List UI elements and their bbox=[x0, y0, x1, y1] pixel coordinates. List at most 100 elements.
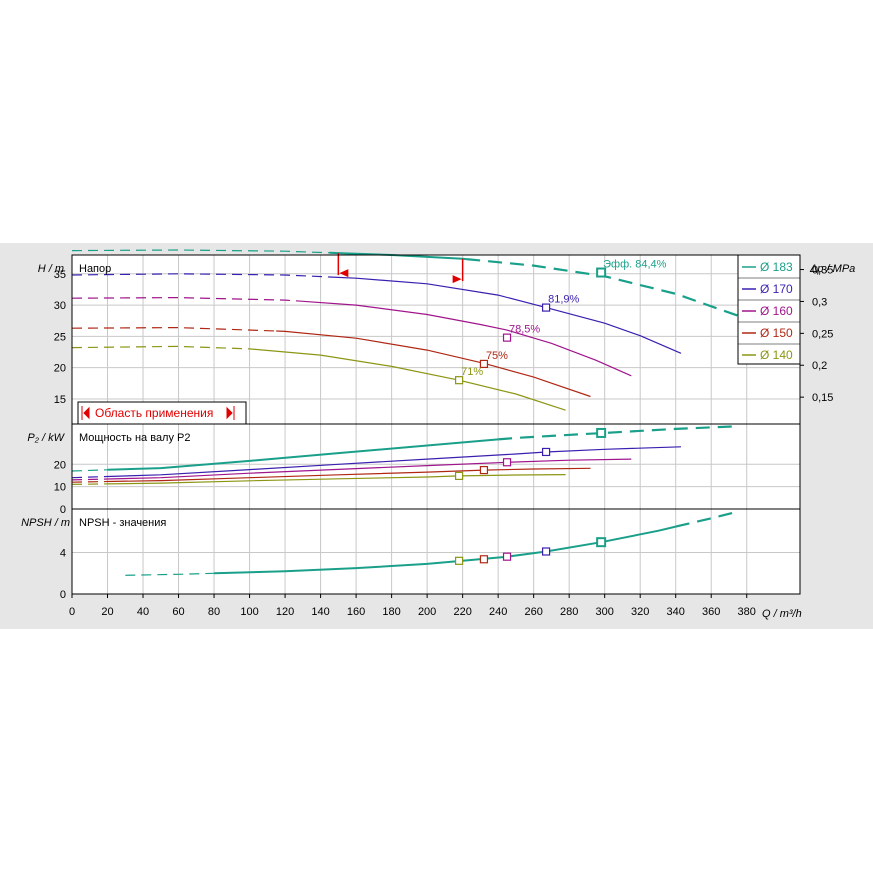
bep-markers: Эфф. 84,4% 81,9% 78,5% 75%71% bbox=[337, 253, 667, 565]
application-range-box: Область применения bbox=[77, 401, 247, 425]
bep-efficiency-d183: Эфф. 84,4% bbox=[603, 259, 667, 271]
x-tick-label: 0 bbox=[69, 606, 75, 618]
range-left-marker-icon bbox=[81, 406, 90, 420]
app-range-right-arrow-icon bbox=[452, 275, 462, 284]
legend: Ø 183 Ø 170 Ø 160 Ø 150 Ø 140 bbox=[737, 254, 801, 365]
legend-frame bbox=[737, 254, 801, 365]
power-curve-d140 bbox=[107, 474, 566, 485]
x-tick-label: 380 bbox=[738, 606, 756, 618]
head-bep-d170 bbox=[541, 303, 551, 312]
application-range-label: Область применения bbox=[95, 406, 213, 420]
power-tick-label: 0 bbox=[60, 504, 66, 516]
head-curve-d150-dashed bbox=[71, 326, 277, 332]
x-tick-label: 280 bbox=[560, 606, 578, 618]
npsh-bep-d170 bbox=[541, 547, 551, 556]
pressure-tick-label: 0,2 bbox=[812, 360, 827, 372]
x-tick-label: 140 bbox=[311, 606, 329, 618]
legend-label-d140: Ø 140 bbox=[760, 348, 793, 362]
power-axis-label: P₂ / kW bbox=[27, 432, 65, 444]
x-tick-label: 40 bbox=[137, 606, 149, 618]
bep-efficiency-d150: 75% bbox=[486, 350, 508, 362]
power-curve-d160-dashed bbox=[71, 478, 108, 481]
legend-label-d150: Ø 150 bbox=[760, 326, 793, 340]
pressure-tick-label: 0,25 bbox=[812, 328, 833, 340]
pressure-tick-label: 0,15 bbox=[812, 392, 833, 404]
head-tick-label: 35 bbox=[54, 269, 66, 281]
power-curve-d150-dashed bbox=[71, 480, 108, 483]
npsh-axis-label: NPSH / m bbox=[21, 517, 70, 529]
tick-labels: 0 20 40 60 80 100 120 140 160 180 200 220 240 260 280 3… bbox=[54, 265, 834, 618]
x-tick-label: 160 bbox=[347, 606, 365, 618]
head-bep-d160 bbox=[502, 333, 512, 342]
pressure-tick-label: 0,35 bbox=[812, 265, 833, 277]
head-curve-d170-dashed bbox=[71, 273, 330, 278]
application-range-frame bbox=[77, 401, 247, 425]
npsh-bep-d150 bbox=[479, 555, 489, 564]
npsh-section-title: NPSH - значения bbox=[79, 517, 166, 529]
x-tick-label: 340 bbox=[667, 606, 685, 618]
head-curve-d150 bbox=[276, 330, 591, 398]
head-tick-label: 15 bbox=[54, 394, 66, 406]
head-curve-d160-dashed bbox=[71, 296, 303, 302]
power-curve-d170 bbox=[107, 446, 682, 478]
npsh-bep-d183 bbox=[596, 537, 607, 548]
chart-panel: Эфф. 84,4% 81,9% 78,5% 75% 71% 0 20 40 60 80 100 1… bbox=[0, 243, 873, 629]
head-bep-d150 bbox=[479, 359, 489, 369]
npsh-panel-frame bbox=[71, 508, 801, 595]
power-curve-d140-dashed bbox=[71, 483, 108, 485]
app-range-left-arrow-icon bbox=[339, 269, 349, 278]
npsh-curve-d183-dashed-end bbox=[675, 510, 740, 528]
curves bbox=[71, 249, 740, 576]
legend-label-d170: Ø 170 bbox=[760, 282, 793, 296]
bep-efficiency-d170: 81,9% bbox=[548, 294, 579, 306]
bep-efficiency-d160: 78,5% bbox=[509, 324, 540, 336]
head-curve-d140-dashed bbox=[71, 345, 250, 350]
power-curve-d160 bbox=[107, 458, 632, 480]
power-curve-d183 bbox=[107, 438, 499, 471]
x-tick-label: 80 bbox=[208, 606, 220, 618]
power-bep-d183 bbox=[596, 427, 607, 438]
x-tick-label: 20 bbox=[101, 606, 113, 618]
head-section-title: Напор bbox=[79, 263, 111, 275]
pressure-tick-label: 0,3 bbox=[812, 296, 827, 308]
head-tick-label: 20 bbox=[54, 363, 66, 375]
head-bep-d183 bbox=[596, 267, 607, 278]
x-tick-label: 60 bbox=[172, 606, 184, 618]
npsh-bep-d160 bbox=[502, 552, 512, 561]
pump-curve-chart: Эфф. 84,4%81,9%78,5%75%71% 0 20 40 60 80 100 1… bbox=[21, 249, 855, 620]
head-tick-label: 25 bbox=[54, 331, 66, 343]
head-curve-d183-dashed bbox=[71, 249, 330, 254]
power-curve-d150 bbox=[107, 467, 591, 483]
x-tick-label: 100 bbox=[240, 606, 258, 618]
power-curve-d183-dashed bbox=[71, 469, 108, 472]
npsh-bep-d140 bbox=[454, 556, 464, 565]
legend-label-d183: Ø 183 bbox=[760, 260, 793, 274]
x-tick-label: 320 bbox=[631, 606, 649, 618]
npsh-curve-d183-dashed bbox=[125, 572, 215, 576]
head-curve-d140 bbox=[249, 348, 566, 411]
bep-efficiency-d140: 71% bbox=[461, 366, 483, 378]
flow-axis-label: Q / m³/h bbox=[762, 608, 802, 620]
power-bep-d150 bbox=[479, 465, 489, 475]
head-axis-label: H / m bbox=[38, 263, 64, 275]
power-tick-label: 20 bbox=[54, 459, 66, 471]
power-tick-label: 10 bbox=[54, 482, 66, 494]
x-tick-label: 240 bbox=[489, 606, 507, 618]
x-tick-label: 200 bbox=[418, 606, 436, 618]
x-tick-label: 220 bbox=[453, 606, 471, 618]
x-tick-label: 300 bbox=[596, 606, 614, 618]
x-tick-label: 180 bbox=[382, 606, 400, 618]
head-bep-d140 bbox=[454, 376, 464, 385]
head-curve-d170 bbox=[329, 276, 682, 354]
pressure-axis-label: Δp / MPa bbox=[809, 263, 855, 275]
x-tick-label: 120 bbox=[276, 606, 294, 618]
power-bep-d160 bbox=[502, 458, 512, 467]
power-curve-d170-dashed bbox=[71, 475, 108, 479]
head-tick-label: 30 bbox=[54, 300, 66, 312]
legend-label-d160: Ø 160 bbox=[760, 304, 793, 318]
power-curve-d183-dashed-end bbox=[498, 425, 740, 441]
head-curve-d160 bbox=[302, 300, 632, 377]
x-tick-label: 260 bbox=[524, 606, 542, 618]
npsh-tick-label: 4 bbox=[60, 548, 66, 560]
npsh-tick-label: 0 bbox=[60, 589, 66, 601]
